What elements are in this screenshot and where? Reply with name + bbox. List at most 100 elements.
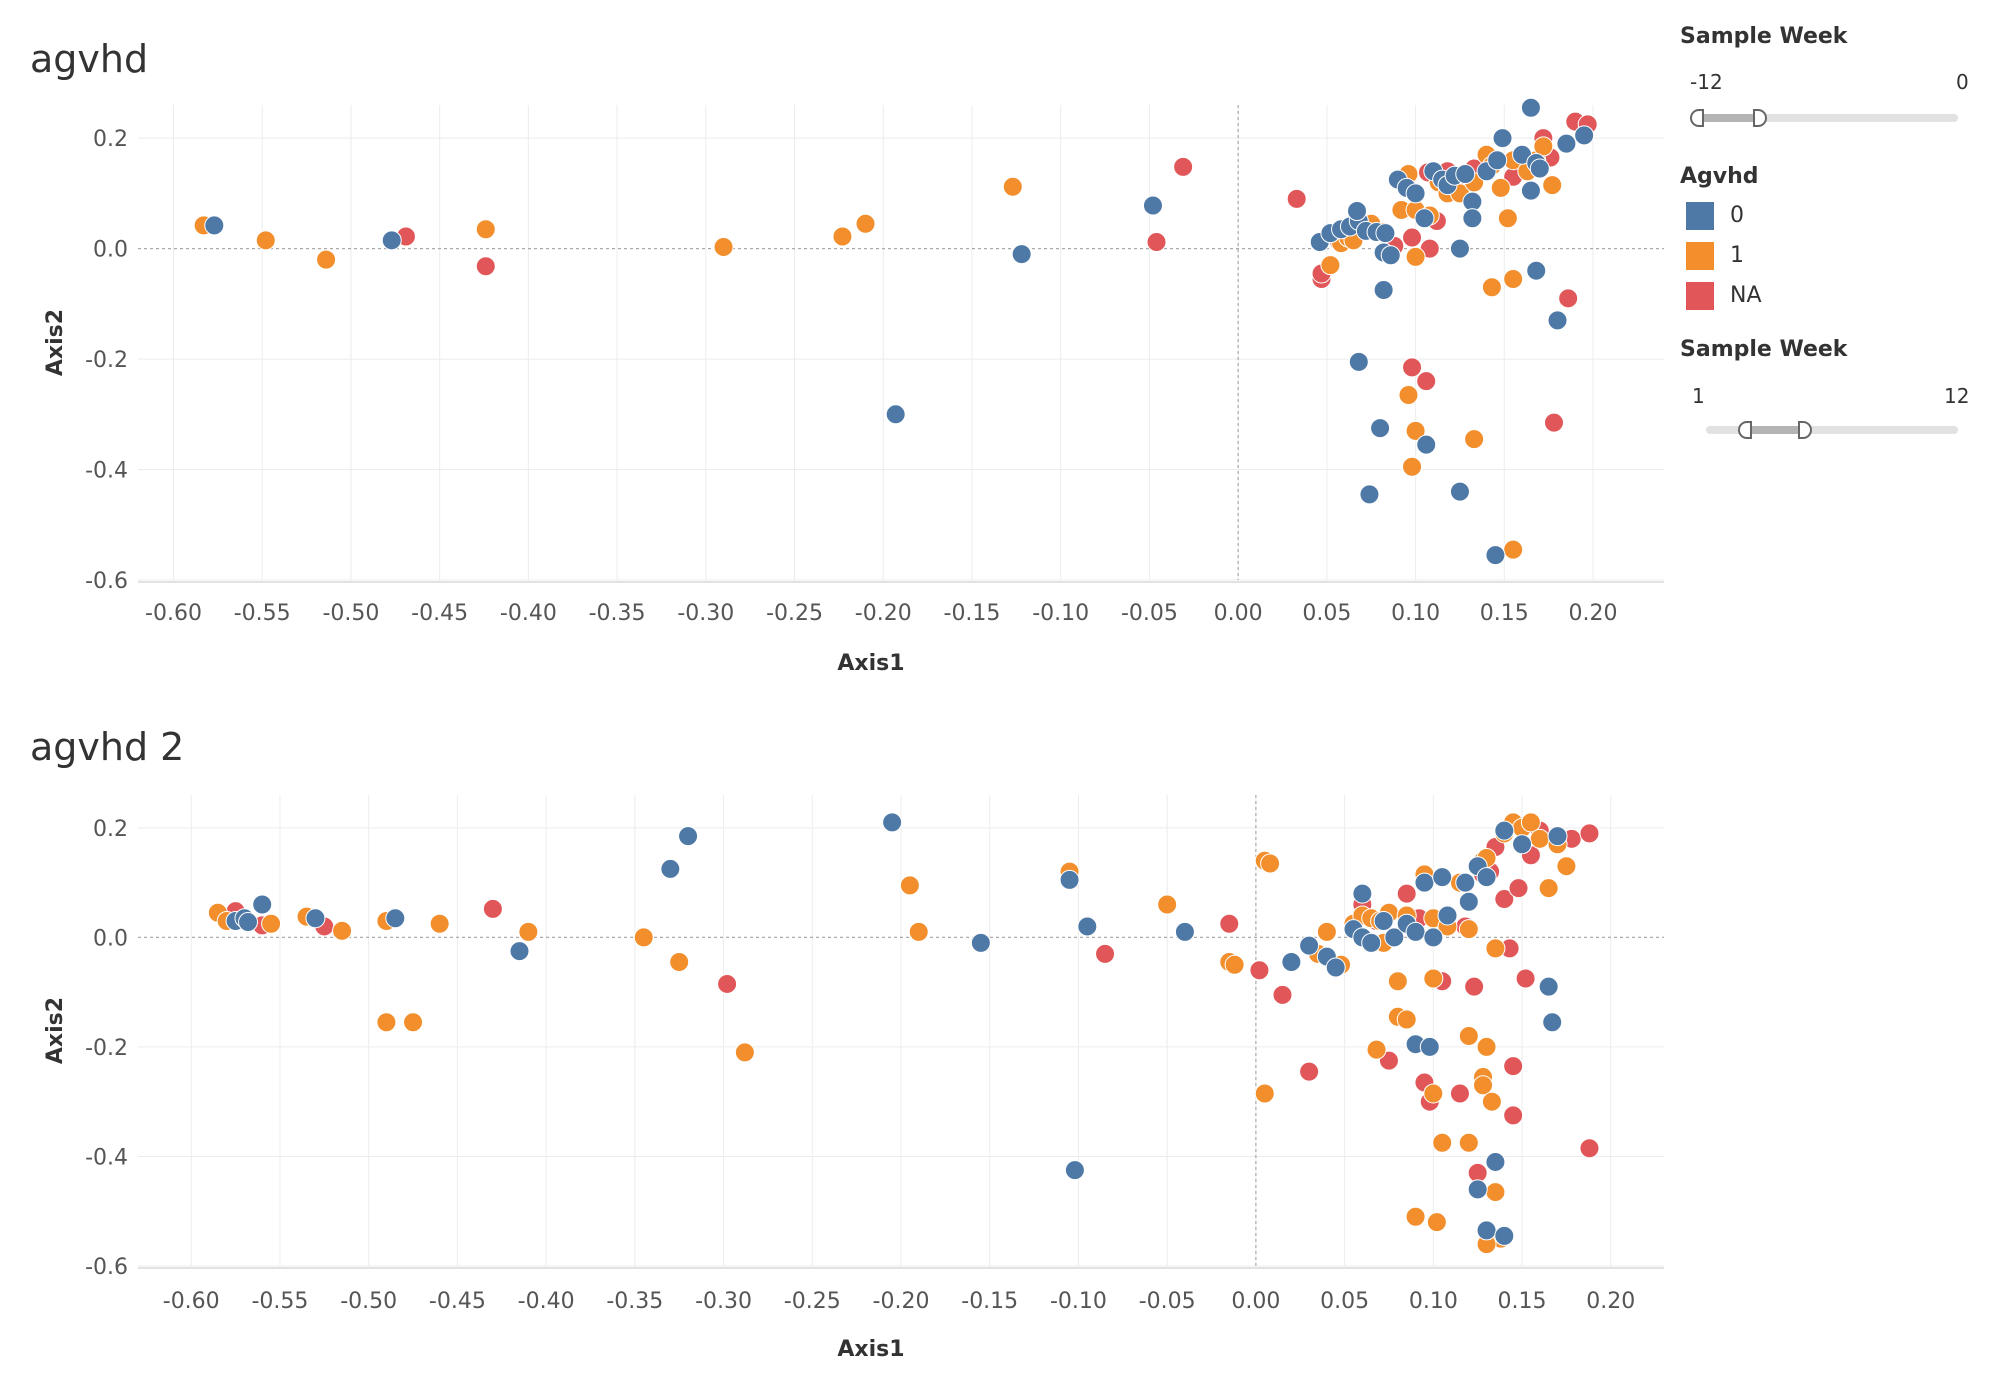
data-point-1[interactable] [475, 219, 496, 240]
data-point-1[interactable] [1538, 878, 1559, 899]
data-point-0[interactable] [1370, 418, 1391, 439]
data-point-0[interactable] [1375, 223, 1396, 244]
data-point-1[interactable] [255, 230, 276, 251]
data-point-1[interactable] [1476, 1036, 1497, 1057]
data-point-na[interactable] [1219, 913, 1240, 934]
data-point-1[interactable] [1485, 1182, 1506, 1203]
data-point-1[interactable] [1157, 894, 1178, 915]
data-point-0[interactable] [1462, 208, 1483, 229]
data-point-na[interactable] [717, 973, 738, 994]
data-point-1[interactable] [734, 1042, 755, 1063]
data-point-na[interactable] [1503, 1056, 1524, 1077]
data-point-1[interactable] [1002, 176, 1023, 197]
data-point-na[interactable] [1515, 968, 1536, 989]
data-point-0[interactable] [1467, 1179, 1488, 1200]
data-point-0[interactable] [305, 908, 326, 929]
data-point-1[interactable] [1432, 1132, 1453, 1153]
data-point-1[interactable] [429, 913, 450, 934]
data-point-1[interactable] [1542, 175, 1563, 196]
data-point-0[interactable] [1494, 1225, 1515, 1246]
data-point-0[interactable] [1432, 867, 1453, 888]
data-point-0[interactable] [1485, 1151, 1506, 1172]
data-point-na[interactable] [1095, 943, 1116, 964]
data-point-1[interactable] [1405, 246, 1426, 267]
data-point-0[interactable] [1011, 244, 1032, 265]
data-point-0[interactable] [1348, 351, 1369, 372]
data-point-1[interactable] [832, 226, 853, 247]
data-point-0[interactable] [1492, 128, 1513, 149]
data-point-1[interactable] [1426, 1212, 1447, 1233]
data-point-0[interactable] [1512, 834, 1533, 855]
data-point-0[interactable] [885, 404, 906, 425]
data-point-1[interactable] [1423, 968, 1444, 989]
data-point-0[interactable] [1487, 150, 1508, 171]
data-point-0[interactable] [1174, 921, 1195, 942]
data-point-na[interactable] [1579, 1138, 1600, 1159]
data-point-0[interactable] [1419, 1036, 1440, 1057]
data-point-na[interactable] [1503, 1105, 1524, 1126]
data-point-1[interactable] [1481, 277, 1502, 298]
data-point-na[interactable] [1543, 412, 1564, 433]
data-point-0[interactable] [1352, 883, 1373, 904]
data-point-1[interactable] [855, 213, 876, 234]
data-point-1[interactable] [1458, 1025, 1479, 1046]
data-point-0[interactable] [385, 908, 406, 929]
data-point-0[interactable] [1359, 484, 1380, 505]
data-point-0[interactable] [1299, 935, 1320, 956]
data-point-na[interactable] [1396, 883, 1417, 904]
data-point-0[interactable] [1347, 201, 1368, 222]
data-point-na[interactable] [1299, 1061, 1320, 1082]
data-point-0[interactable] [1556, 133, 1577, 154]
data-point-1[interactable] [1529, 828, 1550, 849]
data-point-1[interactable] [713, 236, 734, 257]
data-point-na[interactable] [1249, 960, 1270, 981]
data-point-0[interactable] [1485, 545, 1506, 566]
data-point-1[interactable] [899, 875, 920, 896]
data-point-0[interactable] [1526, 260, 1547, 281]
data-point-1[interactable] [1224, 954, 1245, 975]
data-point-na[interactable] [482, 898, 503, 919]
data-point-0[interactable] [1547, 826, 1568, 847]
data-point-0[interactable] [1437, 905, 1458, 926]
data-point-0[interactable] [1449, 238, 1470, 259]
data-point-1[interactable] [1458, 919, 1479, 940]
data-point-1[interactable] [1402, 456, 1423, 477]
data-point-1[interactable] [1481, 1091, 1502, 1112]
data-point-1[interactable] [1473, 1075, 1494, 1096]
data-point-1[interactable] [316, 249, 337, 270]
data-point-1[interactable] [403, 1012, 424, 1033]
data-point-0[interactable] [1455, 872, 1476, 893]
data-point-1[interactable] [1497, 208, 1518, 229]
data-point-1[interactable] [1254, 1083, 1275, 1104]
range-slider-max-handle[interactable] [1753, 109, 1767, 127]
data-point-0[interactable] [1142, 195, 1163, 216]
data-point-0[interactable] [1373, 910, 1394, 931]
data-point-1[interactable] [1405, 1206, 1426, 1227]
data-point-1[interactable] [1485, 938, 1506, 959]
data-point-0[interactable] [1325, 957, 1346, 978]
range-slider-min-handle[interactable] [1690, 109, 1704, 127]
data-point-na[interactable] [1286, 188, 1307, 209]
data-point-1[interactable] [1423, 1083, 1444, 1104]
data-point-na[interactable] [1579, 823, 1600, 844]
data-point-0[interactable] [1281, 952, 1302, 973]
data-point-0[interactable] [1064, 1160, 1085, 1181]
data-point-1[interactable] [1398, 384, 1419, 405]
data-point-0[interactable] [1538, 976, 1559, 997]
data-point-1[interactable] [1503, 539, 1524, 560]
data-point-0[interactable] [1361, 932, 1382, 953]
data-point-1[interactable] [1320, 255, 1341, 276]
data-point-1[interactable] [1405, 420, 1426, 441]
data-point-1[interactable] [1316, 921, 1337, 942]
data-point-1[interactable] [1464, 429, 1485, 450]
data-point-1[interactable] [261, 913, 282, 934]
data-point-0[interactable] [970, 932, 991, 953]
data-point-1[interactable] [1556, 856, 1577, 877]
data-point-1[interactable] [908, 921, 929, 942]
data-point-0[interactable] [1494, 820, 1515, 841]
data-point-0[interactable] [1414, 208, 1435, 229]
data-point-1[interactable] [1503, 268, 1524, 289]
data-point-1[interactable] [1490, 177, 1511, 198]
data-point-1[interactable] [518, 921, 539, 942]
data-point-0[interactable] [1380, 245, 1401, 266]
